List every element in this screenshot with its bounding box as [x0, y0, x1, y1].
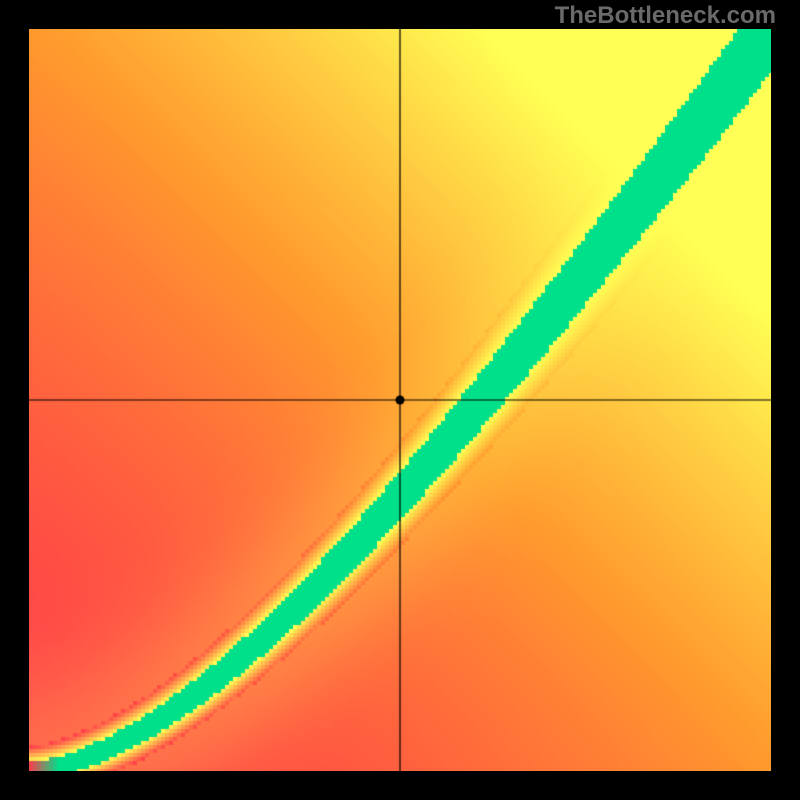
- chart-container: TheBottleneck.com: [0, 0, 800, 800]
- bottleneck-heatmap: [29, 29, 771, 771]
- watermark-text: TheBottleneck.com: [555, 2, 776, 30]
